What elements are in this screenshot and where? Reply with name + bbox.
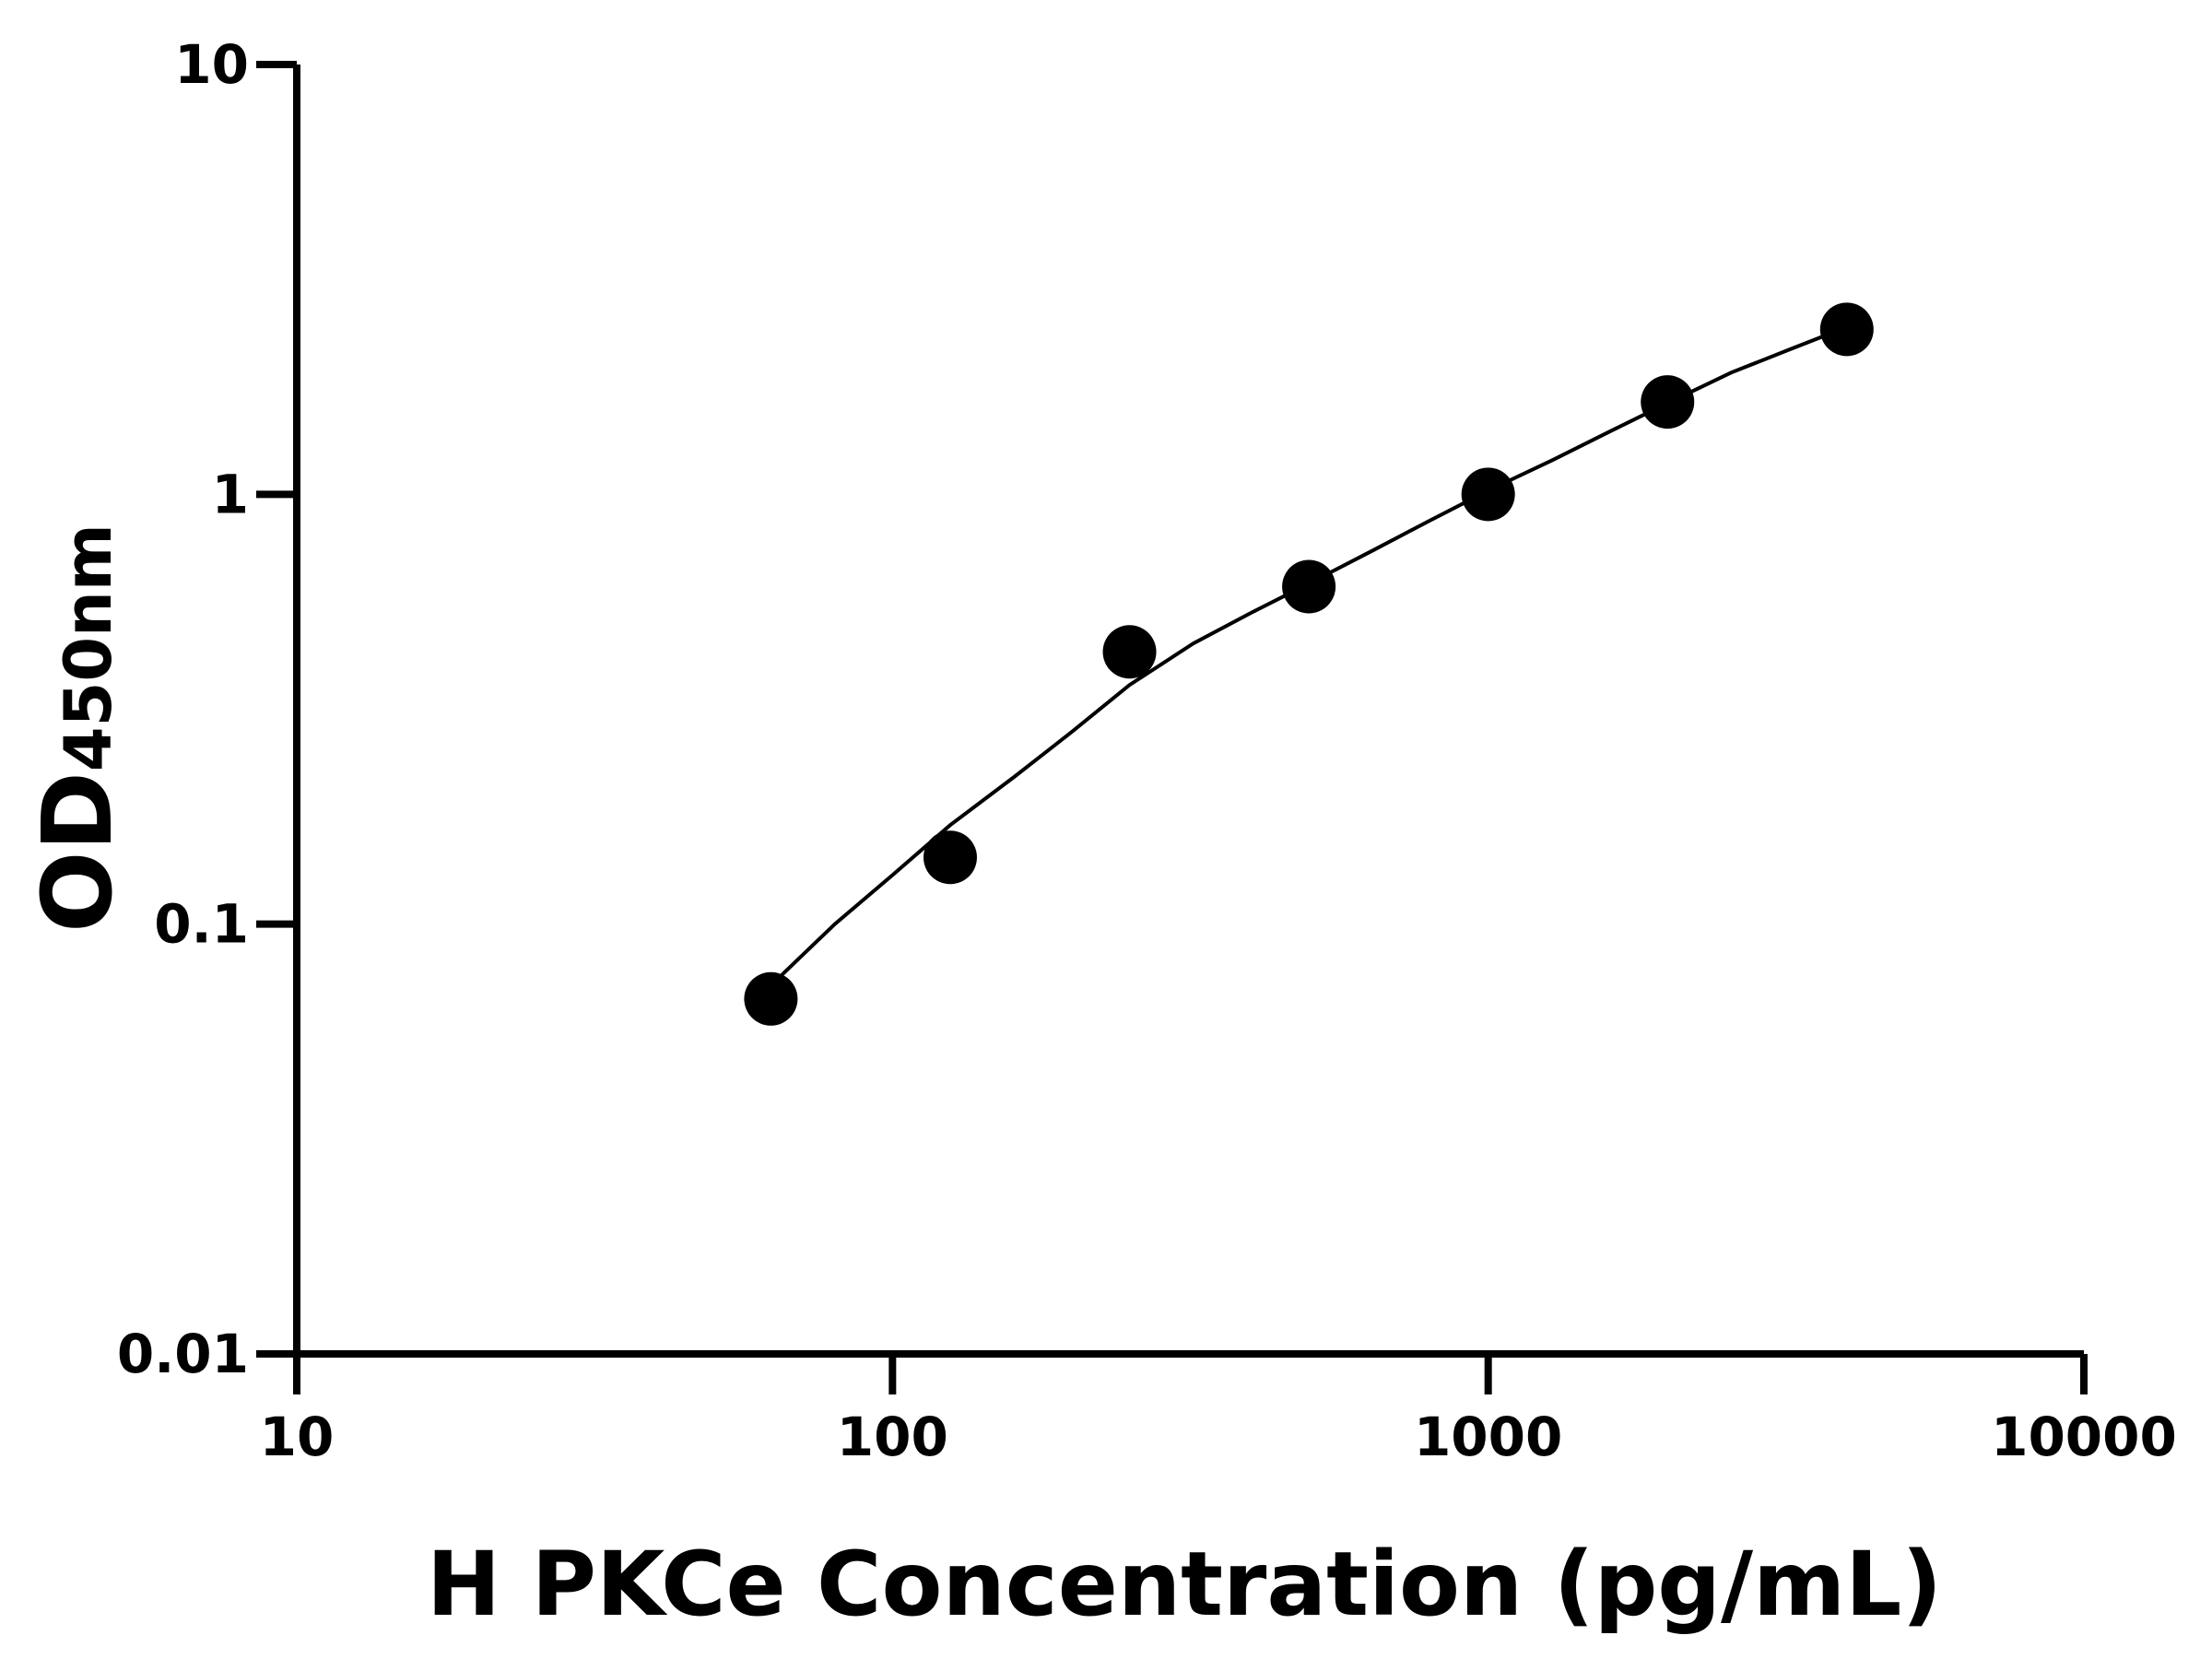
axes [256, 61, 2088, 1394]
x-tick-label: 100 [837, 1406, 948, 1468]
data-point [744, 971, 798, 1026]
data-point [1102, 625, 1157, 679]
data-point [1819, 302, 1874, 357]
x-tick-labels: 10 100 1000 10000 [260, 1406, 2177, 1468]
x-tick-label: 10000 [1991, 1406, 2177, 1468]
x-axis-label: H PKCe Concentration (pg/mL) [427, 1533, 1942, 1636]
fit-curve [770, 325, 1848, 987]
y-tick-label: 10 [174, 33, 249, 96]
data-point [1641, 375, 1695, 429]
x-tick-label: 10 [260, 1406, 335, 1468]
y-tick-label: 0.01 [117, 1323, 249, 1385]
y-axis-label: OD450nm [21, 524, 134, 933]
x-tick-label: 1000 [1414, 1406, 1562, 1468]
data-point [1461, 467, 1515, 522]
data-points [744, 302, 1874, 1026]
y-axis-label-sub: 450nm [51, 524, 126, 771]
y-tick-labels: 0.01 0.1 1 10 [117, 33, 249, 1385]
y-axis-label-main: OD [21, 771, 134, 933]
y-tick-label: 1 [212, 463, 249, 525]
data-point [1282, 559, 1336, 614]
data-point [923, 830, 977, 885]
y-tick-label: 0.1 [154, 893, 249, 956]
